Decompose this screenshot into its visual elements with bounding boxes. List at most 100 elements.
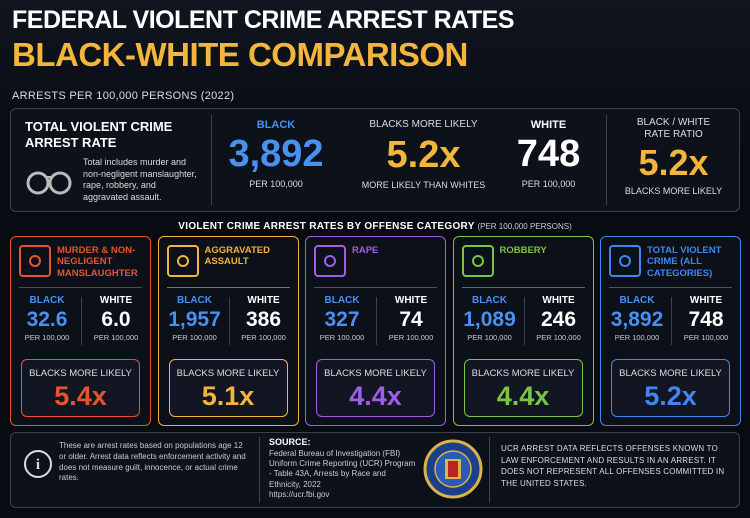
fbi-seal bbox=[423, 439, 483, 499]
summary-title: TOTAL VIOLENT CRIME ARREST RATE bbox=[25, 119, 173, 150]
likely-label: BLACKS MORE LIKELY bbox=[619, 368, 722, 379]
rate-column: BLACK 32.6 PER 100,000 bbox=[15, 295, 79, 342]
divider bbox=[609, 287, 732, 288]
likely-label: BLACKS MORE LIKELY bbox=[29, 368, 132, 379]
black-value: 3,892 bbox=[228, 133, 324, 175]
rate-column: WHITE 246 PER 100,000 bbox=[527, 295, 591, 342]
likely-label: BLACKS MORE LIKELY bbox=[369, 119, 478, 130]
white-unit: PER 100,000 bbox=[93, 333, 139, 342]
black-label: BLACK bbox=[177, 295, 212, 306]
likely-ratio: 5.4x bbox=[54, 381, 107, 411]
white-value: 748 bbox=[688, 308, 724, 331]
source-line: Federal Bureau of Investigation (FBI) bbox=[269, 448, 401, 458]
white-label: WHITE bbox=[689, 295, 723, 306]
black-value: 1,957 bbox=[168, 308, 221, 331]
divider bbox=[259, 437, 260, 503]
ratio-note: BLACKS MORE LIKELY bbox=[624, 186, 723, 196]
divider bbox=[81, 297, 82, 345]
likely-label: BLACKS MORE LIKELY bbox=[471, 368, 575, 379]
black-unit: PER 100,000 bbox=[319, 333, 365, 342]
white-value: 386 bbox=[245, 308, 282, 331]
divider bbox=[489, 437, 490, 503]
divider bbox=[376, 297, 377, 345]
likely-box: BLACKS MORE LIKELY 5.4x bbox=[21, 359, 140, 417]
footer: i These are arrest rates based on popula… bbox=[10, 432, 740, 508]
black-unit: PER 100,000 bbox=[172, 333, 217, 342]
source-title: SOURCE: bbox=[269, 437, 311, 447]
icon-dot bbox=[324, 255, 336, 267]
rate-column: WHITE 74 PER 100,000 bbox=[379, 295, 443, 342]
likely-box: BLACKS MORE LIKELY 5.1x bbox=[168, 359, 288, 417]
white-label: WHITE bbox=[99, 295, 133, 306]
category-name: MURDER & NON-NEGLIGENT MANSLAUGHTER bbox=[57, 245, 138, 279]
rate-column: BLACK 1,089 PER 100,000 bbox=[458, 295, 522, 342]
black-value: 3,892 bbox=[610, 308, 664, 331]
section-subtitle: (PER 100,000 PERSONS) bbox=[477, 222, 572, 231]
white-unit: PER 100,000 bbox=[683, 333, 729, 342]
white-label: WHITE bbox=[530, 119, 567, 131]
svg-text:i: i bbox=[36, 457, 40, 473]
black-label: BLACK bbox=[29, 295, 65, 306]
icon-dot bbox=[29, 255, 41, 267]
black-value: 1,089 bbox=[463, 308, 516, 331]
summary-box: TOTAL VIOLENT CRIME ARREST RATE Total in… bbox=[10, 108, 740, 212]
category-card: TOTAL VIOLENT CRIME (ALL CATEGORIES) BLAC… bbox=[600, 236, 741, 426]
likely-ratio: 4.4x bbox=[349, 381, 402, 411]
white-label: WHITE bbox=[247, 295, 280, 306]
white-value: 6.0 bbox=[101, 308, 131, 331]
category-name: RAPE bbox=[352, 245, 379, 256]
likely-ratio: 5.1x bbox=[201, 381, 255, 411]
black-unit: PER 100,000 bbox=[24, 333, 70, 342]
black-unit: PER 100,000 bbox=[467, 333, 512, 342]
black-value: 32.6 bbox=[26, 308, 68, 331]
category-icon bbox=[166, 245, 199, 277]
divider bbox=[461, 287, 585, 288]
likely-box: BLACKS MORE LIKELY 4.4x bbox=[463, 359, 583, 417]
cuffs-icon bbox=[26, 171, 72, 195]
rate-column: WHITE 6.0 PER 100,000 bbox=[84, 295, 148, 342]
category-card: AGGRAVATED ASSAULT BLACK 1,957 PER 100,000 W… bbox=[157, 236, 299, 426]
white-unit: PER 100,000 bbox=[536, 333, 581, 342]
white-unit: PER 100,000 bbox=[388, 333, 434, 342]
disclaimer: These are arrest rates based on populati… bbox=[59, 441, 246, 483]
black-label: BLACK bbox=[472, 295, 507, 306]
black-unit: PER 100,000 bbox=[614, 333, 660, 342]
white-label: WHITE bbox=[394, 295, 428, 306]
black-label: BLACK bbox=[256, 119, 296, 131]
likely-label: BLACKS MORE LIKELY bbox=[324, 368, 427, 379]
black-value: 327 bbox=[324, 308, 360, 331]
black-unit: PER 100,000 bbox=[249, 179, 303, 189]
white-value: 748 bbox=[516, 133, 581, 175]
notice: UCR ARREST DATA REFLECTS OFFENSES KNOWN … bbox=[501, 444, 725, 488]
divider bbox=[211, 115, 212, 205]
category-name: AGGRAVATED ASSAULT bbox=[204, 245, 270, 268]
summary-description: Total includes murder and non-negligent … bbox=[83, 157, 197, 203]
divider bbox=[523, 297, 525, 345]
divider bbox=[314, 287, 437, 288]
category-card: MURDER & NON-NEGLIGENT MANSLAUGHTER BLACK… bbox=[10, 236, 151, 426]
white-unit: PER 100,000 bbox=[521, 179, 576, 189]
subtitle: BLACK-WHITE COMPARISON bbox=[12, 36, 468, 73]
ratio-value: 5.2x bbox=[638, 142, 709, 183]
divider bbox=[671, 297, 672, 345]
category-icon bbox=[314, 245, 346, 277]
source-line: https://ucr.fbi.gov bbox=[269, 490, 330, 500]
white-unit: PER 100,000 bbox=[241, 333, 286, 342]
likely-ratio: 5.2x bbox=[644, 381, 697, 411]
icon-dot bbox=[619, 255, 631, 267]
divider bbox=[166, 287, 290, 288]
likely-label: BLACKS MORE LIKELY bbox=[176, 368, 280, 379]
rate-column: BLACK 327 PER 100,000 bbox=[310, 295, 374, 342]
icon-dot bbox=[471, 255, 484, 267]
black-label: BLACK bbox=[619, 295, 655, 306]
likely-value: 5.2x bbox=[386, 134, 461, 176]
white-value: 74 bbox=[399, 308, 423, 331]
note: ARRESTS PER 100,000 PERSONS (2022) bbox=[12, 90, 235, 102]
likely-box: BLACKS MORE LIKELY 5.2x bbox=[611, 359, 730, 417]
divider bbox=[606, 115, 607, 205]
black-label: BLACK bbox=[324, 295, 360, 306]
category-name: TOTAL VIOLENT CRIME (ALL CATEGORIES) bbox=[647, 245, 722, 279]
category-card: RAPE BLACK 327 PER 100,000 WHITE 74 PER 100,00… bbox=[305, 236, 446, 426]
section-heading: VIOLENT CRIME ARREST RATES BY OFFENSE CA… bbox=[10, 221, 740, 232]
